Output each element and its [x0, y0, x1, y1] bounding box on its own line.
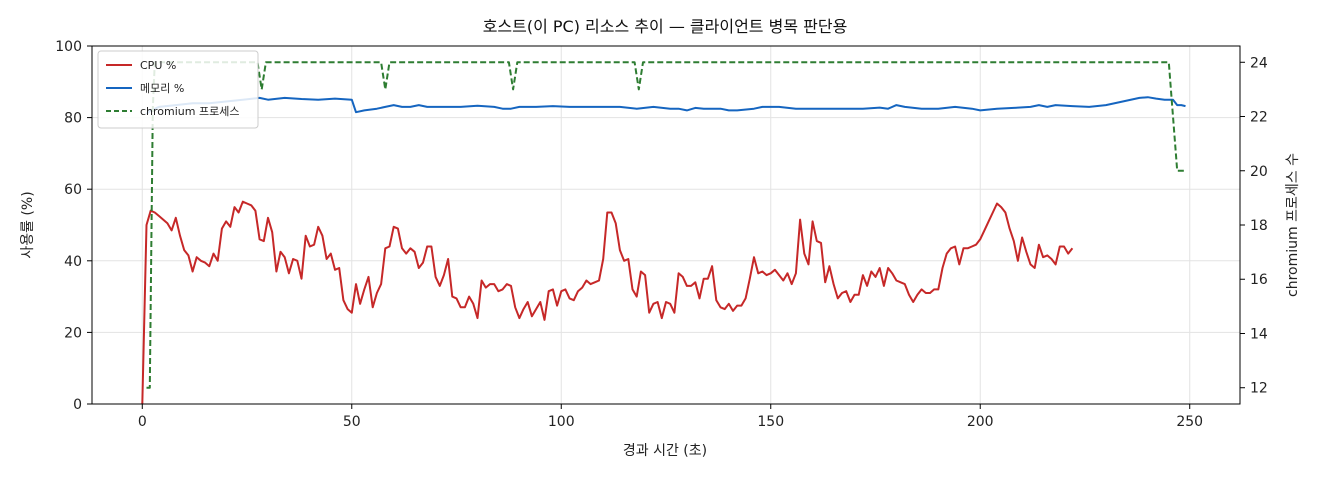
x-tick-label: 50 — [343, 414, 361, 430]
y2-tick-label: 20 — [1250, 164, 1268, 180]
y-tick-label: 100 — [55, 39, 82, 55]
y-tick-label: 80 — [64, 111, 82, 127]
y2-axis-ticks: 12 14 16 18 20 22 24 — [1240, 55, 1268, 397]
x-tick-label: 150 — [757, 414, 784, 430]
y-tick-label: 60 — [64, 182, 82, 198]
x-axis-ticks: 0 50 100 150 200 250 — [138, 404, 1203, 430]
legend-label-1: 메모리 % — [140, 82, 184, 95]
x-tick-label: 250 — [1176, 414, 1203, 430]
y2-tick-label: 22 — [1250, 110, 1268, 126]
chart-title: 호스트(이 PC) 리소스 추이 — 클라이언트 병목 판단용 — [483, 17, 848, 36]
legend-label-2: chromium 프로세스 — [140, 105, 239, 118]
y2-tick-label: 18 — [1250, 218, 1268, 234]
x-axis-label: 경과 시간 (초) — [623, 443, 707, 459]
x-tick-label: 100 — [548, 414, 575, 430]
y-tick-label: 20 — [64, 325, 82, 341]
legend: CPU % 메모리 % chromium 프로세스 — [97, 50, 259, 129]
x-tick-label: 200 — [967, 414, 994, 430]
x-tick-label: 0 — [138, 414, 147, 430]
series-lines — [141, 61, 1186, 405]
y2-tick-label: 16 — [1250, 272, 1268, 288]
y2-tick-label: 24 — [1250, 55, 1268, 71]
y-axis-ticks: 0 20 40 60 80 100 — [55, 39, 92, 413]
series-line-0 — [141, 200, 1074, 405]
y-axis-label: 사용률 (%) — [20, 191, 36, 258]
legend-label-0: CPU % — [140, 59, 176, 72]
y2-axis-label: chromium 프로세스 수 — [1285, 153, 1301, 297]
series-line-2 — [146, 61, 1186, 389]
legend-box — [97, 50, 259, 129]
y-tick-label: 0 — [73, 397, 82, 413]
series-line-1 — [145, 96, 1186, 115]
y2-tick-label: 14 — [1250, 326, 1268, 342]
y2-tick-label: 12 — [1250, 381, 1268, 397]
y-tick-label: 40 — [64, 254, 82, 270]
